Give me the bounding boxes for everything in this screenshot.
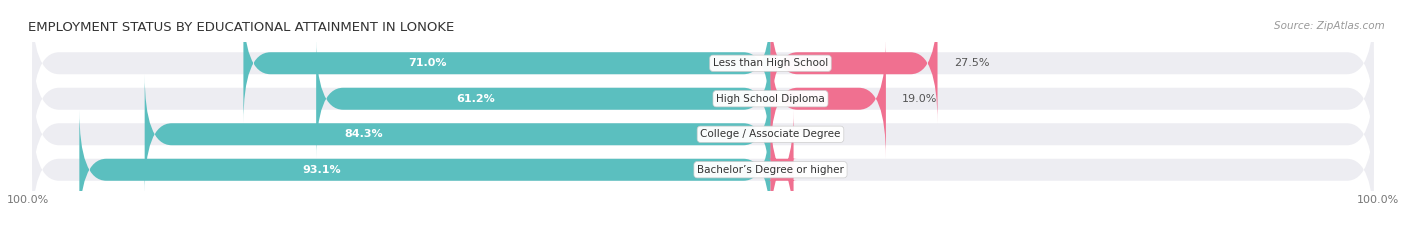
FancyBboxPatch shape xyxy=(770,3,938,123)
Text: 0.0%: 0.0% xyxy=(787,129,815,139)
FancyBboxPatch shape xyxy=(32,110,1374,230)
FancyBboxPatch shape xyxy=(145,74,770,194)
Text: 19.0%: 19.0% xyxy=(903,94,938,104)
Text: 27.5%: 27.5% xyxy=(953,58,990,68)
Text: Less than High School: Less than High School xyxy=(713,58,828,68)
FancyBboxPatch shape xyxy=(32,74,1374,194)
FancyBboxPatch shape xyxy=(79,110,770,230)
Text: Bachelor’s Degree or higher: Bachelor’s Degree or higher xyxy=(697,165,844,175)
Text: EMPLOYMENT STATUS BY EDUCATIONAL ATTAINMENT IN LONOKE: EMPLOYMENT STATUS BY EDUCATIONAL ATTAINM… xyxy=(28,21,454,34)
FancyBboxPatch shape xyxy=(766,110,797,230)
Text: 84.3%: 84.3% xyxy=(344,129,382,139)
FancyBboxPatch shape xyxy=(32,3,1374,123)
FancyBboxPatch shape xyxy=(243,3,770,123)
Text: College / Associate Degree: College / Associate Degree xyxy=(700,129,841,139)
FancyBboxPatch shape xyxy=(32,39,1374,159)
Text: Source: ZipAtlas.com: Source: ZipAtlas.com xyxy=(1274,21,1385,31)
FancyBboxPatch shape xyxy=(770,39,886,159)
FancyBboxPatch shape xyxy=(316,39,770,159)
Text: 3.8%: 3.8% xyxy=(810,165,838,175)
Text: 93.1%: 93.1% xyxy=(302,165,340,175)
Text: High School Diploma: High School Diploma xyxy=(716,94,825,104)
Text: 61.2%: 61.2% xyxy=(456,94,495,104)
Text: 71.0%: 71.0% xyxy=(409,58,447,68)
